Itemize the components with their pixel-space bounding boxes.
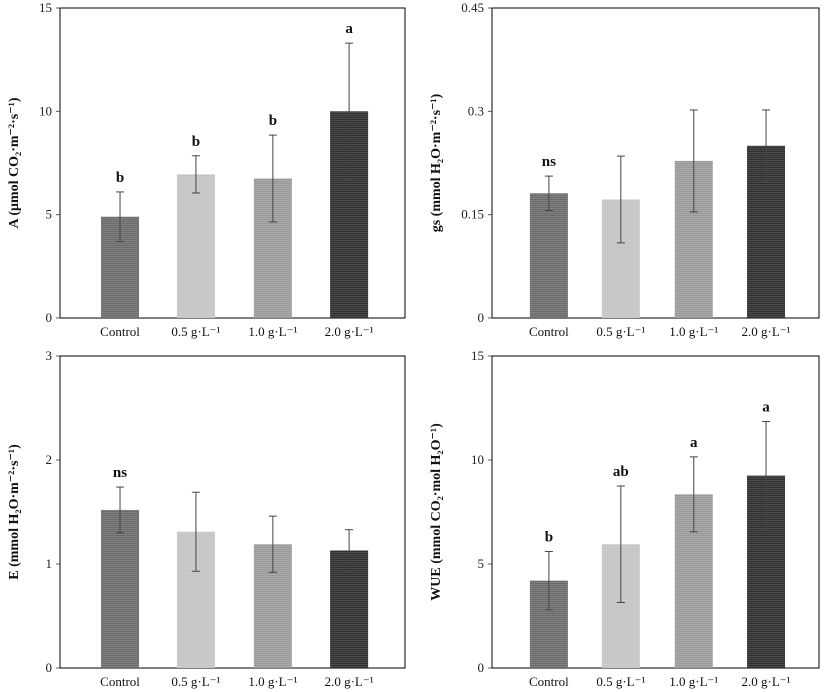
x-category-label: 0.5 g·L⁻¹	[171, 324, 220, 339]
bar-stripe-overlay	[176, 174, 215, 318]
x-category-label: 1.0 g·L⁻¹	[248, 324, 297, 339]
y-tick-label: 10	[39, 103, 52, 118]
plot-frame	[491, 355, 820, 669]
plot-frame	[491, 7, 820, 319]
x-category-label: 0.5 g·L⁻¹	[596, 674, 645, 689]
significance-label: b	[192, 134, 200, 150]
x-category-label: 0.5 g·L⁻¹	[171, 674, 220, 689]
y-tick-label: 15	[471, 348, 484, 363]
bar-stripe-overlay	[101, 509, 140, 668]
x-category-label: Control	[529, 324, 569, 339]
y-axis-label: gs (mmol H₂O·m⁻²·s⁻¹)	[429, 93, 444, 232]
y-tick-label: 0	[478, 660, 485, 675]
y-tick-label: 0	[46, 660, 53, 675]
significance-label: b	[269, 113, 277, 129]
x-category-label: 2.0 g·L⁻¹	[325, 324, 374, 339]
plot-frame	[59, 7, 406, 319]
y-tick-label: 10	[471, 452, 484, 467]
significance-label: b	[545, 530, 553, 546]
y-axis-label: WUE (mmol CO₂·mol H₂O⁻¹)	[429, 423, 444, 601]
significance-label: ns	[113, 465, 127, 481]
y-tick-label: 1	[46, 556, 53, 571]
y-tick-label: 0.15	[461, 207, 484, 222]
x-category-label: 2.0 g·L⁻¹	[742, 324, 791, 339]
chart-panel-bottom-right: 0 5 10 15 b Control ab 0.5 g·L⁻¹ a 1.0 g·L⁻¹ a 2.0 …	[429, 348, 820, 689]
chart-panel-top-left: 0 5 10 15 b Control b 0.5 g·L⁻¹ b 1.0 g·L⁻¹ a 2.0 g…	[7, 0, 406, 339]
y-axis-label: E (mmol H₂O·m⁻²·s⁻¹)	[7, 444, 22, 580]
chart-panel-top-right: 0 0.15 0.3 0.45 ns Control 0.5 g·L⁻¹ 1.0 g·L⁻¹ 2…	[429, 0, 820, 339]
significance-label: b	[116, 170, 124, 186]
significance-label: ns	[542, 154, 556, 170]
y-tick-label: 0.45	[461, 0, 484, 15]
y-axis-label: A (μmol CO₂·m⁻²·s⁻¹)	[7, 97, 22, 228]
y-tick-label: 5	[478, 556, 485, 571]
y-tick-label: 0	[478, 310, 485, 325]
y-tick-label: 15	[39, 0, 52, 15]
y-tick-label: 2	[46, 452, 53, 467]
significance-label: a	[762, 400, 770, 416]
x-category-label: 1.0 g·L⁻¹	[669, 324, 718, 339]
plot-frame	[59, 355, 406, 669]
x-category-label: 1.0 g·L⁻¹	[669, 674, 718, 689]
x-category-label: 1.0 g·L⁻¹	[248, 674, 297, 689]
x-category-label: Control	[529, 674, 569, 689]
y-tick-label: 3	[46, 348, 53, 363]
y-tick-label: 5	[46, 207, 53, 222]
x-category-label: 0.5 g·L⁻¹	[596, 324, 645, 339]
x-category-label: Control	[100, 674, 140, 689]
significance-label: ab	[613, 464, 629, 480]
chart-panel-bottom-left: 0 1 2 3 ns Control 0.5 g·L⁻¹ 1.0 g·L⁻¹ 2.0 g·L⁻¹…	[7, 348, 406, 689]
significance-label: a	[690, 435, 698, 451]
x-category-label: 2.0 g·L⁻¹	[742, 674, 791, 689]
x-category-label: 2.0 g·L⁻¹	[325, 674, 374, 689]
significance-label: a	[345, 21, 353, 37]
bar-stripe-overlay	[529, 193, 568, 318]
x-category-label: Control	[100, 324, 140, 339]
y-tick-label: 0.3	[468, 103, 484, 118]
y-tick-label: 0	[46, 310, 53, 325]
